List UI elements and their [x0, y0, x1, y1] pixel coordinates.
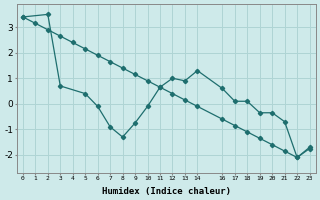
X-axis label: Humidex (Indice chaleur): Humidex (Indice chaleur)	[102, 187, 231, 196]
